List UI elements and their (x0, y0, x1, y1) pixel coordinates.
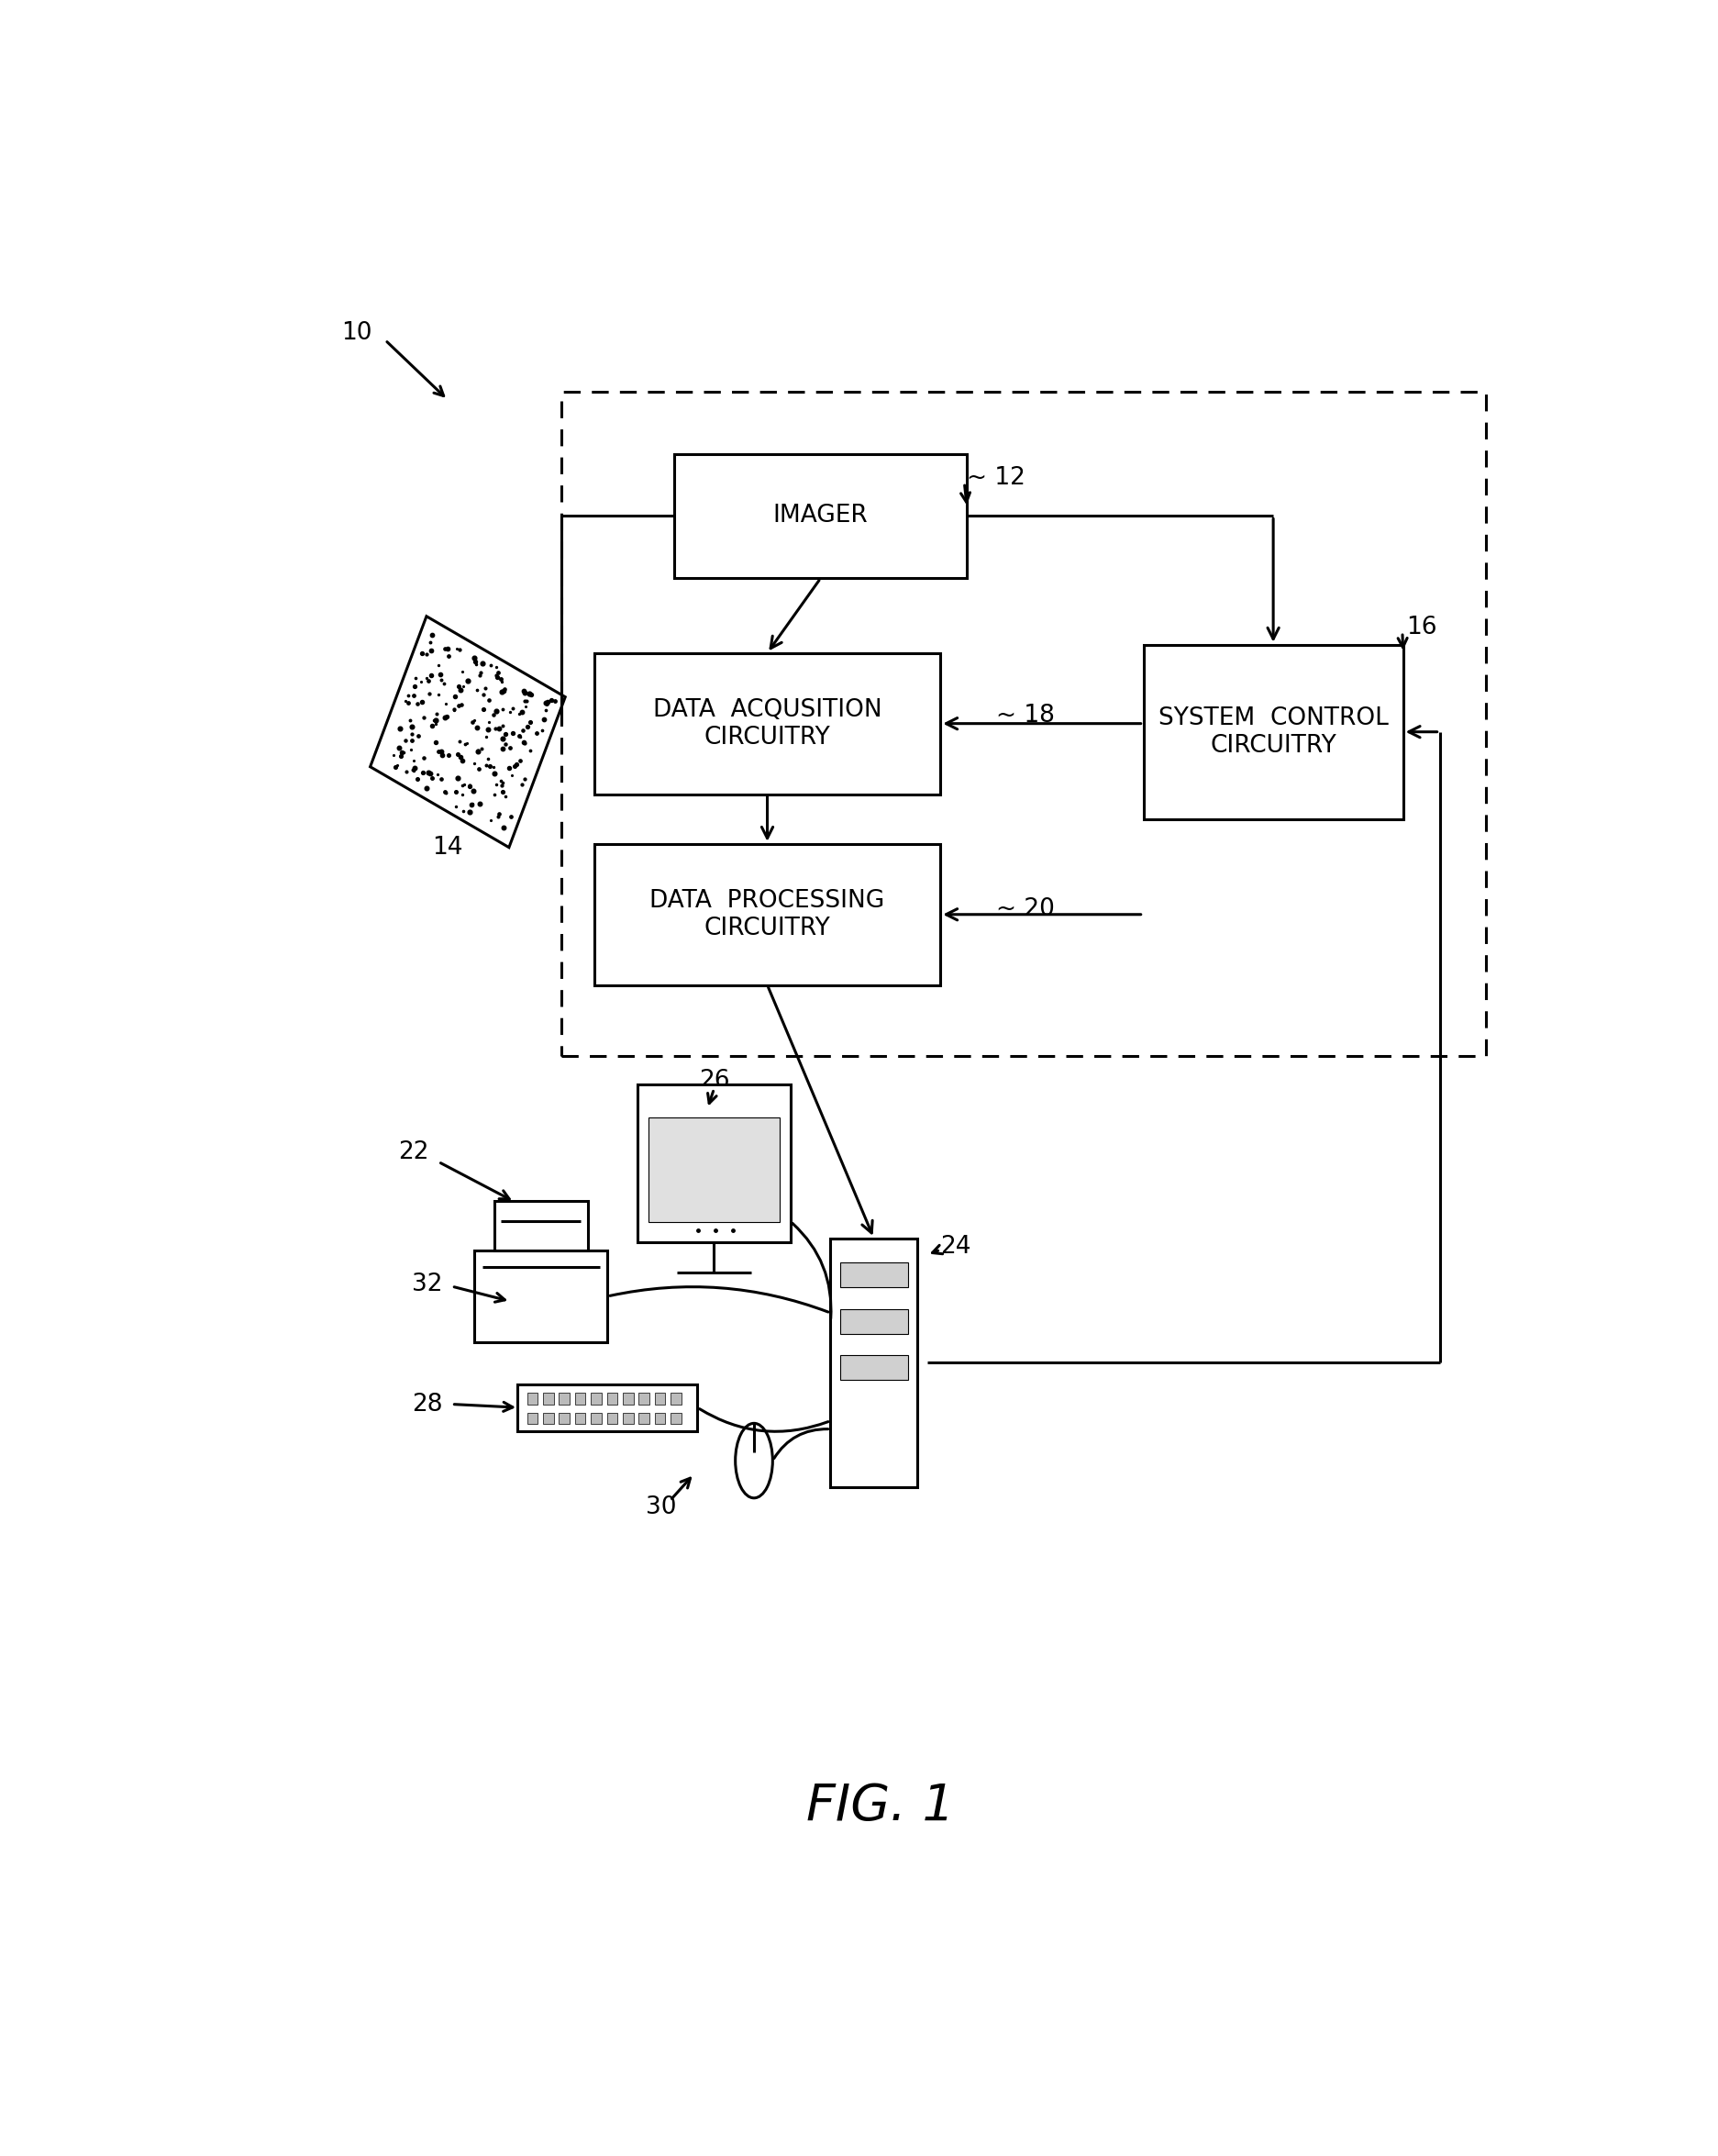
Text: ~ 12: ~ 12 (967, 466, 1026, 489)
Text: 28: 28 (412, 1393, 443, 1416)
FancyBboxPatch shape (624, 1412, 634, 1425)
FancyBboxPatch shape (639, 1412, 649, 1425)
FancyBboxPatch shape (1144, 645, 1404, 819)
FancyBboxPatch shape (830, 1238, 917, 1488)
Text: DATA  ACQUSITION
CIRCUITRY: DATA ACQUSITION CIRCUITRY (653, 699, 881, 750)
FancyBboxPatch shape (655, 1393, 665, 1404)
Text: SYSTEM  CONTROL
CIRCUITRY: SYSTEM CONTROL CIRCUITRY (1158, 707, 1388, 757)
Text: 32: 32 (412, 1272, 443, 1296)
FancyBboxPatch shape (517, 1384, 698, 1432)
Text: 22: 22 (399, 1141, 430, 1164)
FancyBboxPatch shape (670, 1393, 682, 1404)
FancyBboxPatch shape (591, 1393, 601, 1404)
Text: DATA  PROCESSING
CIRCUITRY: DATA PROCESSING CIRCUITRY (649, 888, 885, 940)
Text: 14: 14 (433, 837, 464, 860)
FancyBboxPatch shape (474, 1250, 608, 1341)
FancyBboxPatch shape (558, 1412, 570, 1425)
Text: 30: 30 (646, 1496, 677, 1520)
FancyBboxPatch shape (495, 1201, 588, 1250)
FancyBboxPatch shape (558, 1393, 570, 1404)
FancyBboxPatch shape (527, 1393, 538, 1404)
Polygon shape (369, 617, 565, 847)
FancyBboxPatch shape (624, 1393, 634, 1404)
Text: 16: 16 (1407, 614, 1438, 638)
FancyBboxPatch shape (670, 1412, 682, 1425)
FancyBboxPatch shape (591, 1412, 601, 1425)
FancyBboxPatch shape (840, 1356, 907, 1380)
FancyBboxPatch shape (576, 1412, 586, 1425)
Text: IMAGER: IMAGER (773, 505, 868, 528)
FancyBboxPatch shape (543, 1393, 553, 1404)
FancyBboxPatch shape (639, 1393, 649, 1404)
FancyBboxPatch shape (594, 653, 940, 793)
FancyBboxPatch shape (637, 1084, 790, 1242)
FancyBboxPatch shape (648, 1117, 780, 1222)
Text: 24: 24 (940, 1235, 971, 1259)
Text: FIG. 1: FIG. 1 (806, 1781, 955, 1830)
Text: 10: 10 (342, 321, 373, 345)
FancyBboxPatch shape (840, 1309, 907, 1335)
Text: ~ 20: ~ 20 (996, 897, 1055, 921)
FancyBboxPatch shape (527, 1412, 538, 1425)
FancyBboxPatch shape (594, 843, 940, 985)
Text: 26: 26 (699, 1069, 730, 1093)
Text: ~ 18: ~ 18 (996, 703, 1055, 727)
FancyBboxPatch shape (673, 453, 967, 578)
FancyBboxPatch shape (606, 1393, 617, 1404)
FancyBboxPatch shape (543, 1412, 553, 1425)
FancyBboxPatch shape (840, 1261, 907, 1287)
FancyBboxPatch shape (606, 1412, 617, 1425)
FancyBboxPatch shape (576, 1393, 586, 1404)
FancyBboxPatch shape (655, 1412, 665, 1425)
Ellipse shape (735, 1423, 773, 1498)
